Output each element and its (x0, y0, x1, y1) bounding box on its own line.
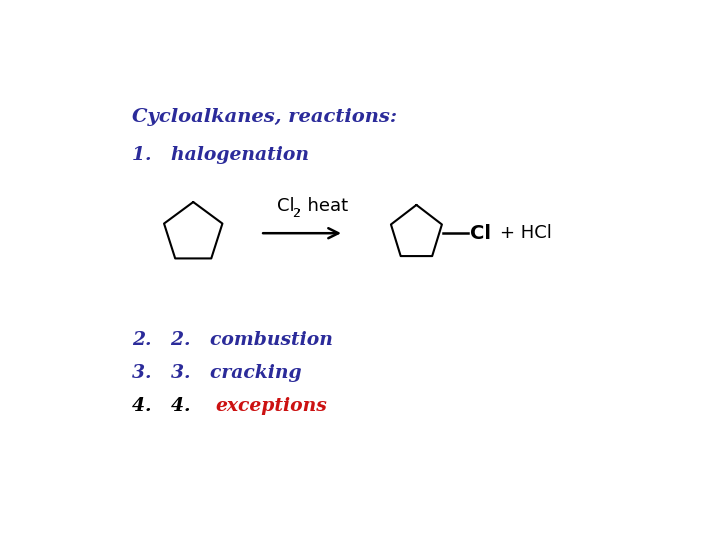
Text: Cycloalkanes, reactions:: Cycloalkanes, reactions: (132, 109, 397, 126)
Text: + HCl: + HCl (500, 224, 552, 242)
Text: , heat: , heat (297, 197, 348, 215)
Text: exceptions: exceptions (215, 397, 328, 415)
Text: 2: 2 (292, 207, 300, 220)
Text: 4.   4.: 4. 4. (132, 397, 210, 415)
Text: 1.   halogenation: 1. halogenation (132, 146, 309, 164)
Text: Cl: Cl (277, 197, 295, 215)
Text: Cl: Cl (470, 224, 491, 242)
Text: 2.   2.   combustion: 2. 2. combustion (132, 331, 333, 349)
Text: 3.   3.   cracking: 3. 3. cracking (132, 364, 302, 382)
